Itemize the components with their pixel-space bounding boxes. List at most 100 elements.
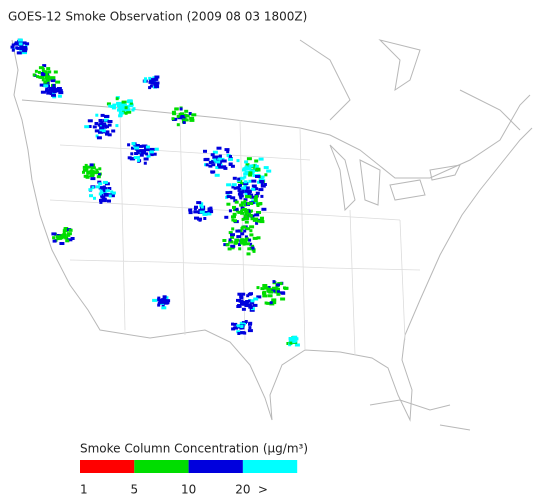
- smoke-pixel: [211, 163, 216, 167]
- smoke-pixel: [245, 191, 251, 195]
- smoke-pixel: [221, 159, 227, 163]
- smoke-pixel: [244, 217, 250, 220]
- smoke-pixel: [242, 190, 246, 194]
- smoke-pixel: [240, 232, 245, 236]
- smoke-pixel: [131, 108, 135, 112]
- smoke-pixel: [133, 156, 137, 160]
- smoke-pixel: [161, 304, 165, 308]
- smoke-pixel: [184, 114, 190, 118]
- smoke-pixel: [93, 171, 98, 175]
- smoke-pixel: [275, 287, 280, 291]
- smoke-pixel: [89, 194, 93, 198]
- smoke-pixel: [248, 179, 252, 183]
- smoke-pixel: [89, 170, 94, 174]
- smoke-pixel: [255, 175, 260, 178]
- smoke-pixel: [238, 194, 244, 198]
- smoke-pixel: [244, 210, 249, 213]
- smoke-pixel: [247, 214, 253, 217]
- smoke-pixel: [230, 235, 235, 239]
- smoke-pixel: [105, 132, 109, 136]
- legend-swatch: [80, 460, 135, 473]
- smoke-pixel: [225, 243, 230, 247]
- smoke-pixel: [224, 148, 230, 152]
- smoke-pixel: [124, 111, 128, 115]
- smoke-pixel: [52, 83, 56, 87]
- smoke-pixel: [236, 298, 241, 302]
- smoke-pixel: [154, 75, 160, 79]
- smoke-pixel: [256, 295, 262, 299]
- smoke-pixel: [243, 331, 247, 335]
- smoke-pixel: [82, 168, 88, 172]
- smoke-pixel: [272, 287, 278, 290]
- smoke-pixel: [247, 247, 252, 251]
- smoke-pixel: [176, 123, 180, 127]
- smoke-pixel: [57, 89, 63, 93]
- smoke-pixel: [144, 148, 150, 152]
- smoke-pixel: [194, 205, 198, 209]
- smoke-layer: [10, 38, 300, 347]
- smoke-pixel: [184, 118, 189, 122]
- smoke-pixel: [262, 284, 268, 287]
- smoke-pixel: [239, 196, 243, 200]
- smoke-pixel: [226, 202, 231, 206]
- smoke-pixel: [131, 146, 136, 150]
- smoke-pixel: [222, 165, 227, 169]
- smoke-pixel: [258, 157, 264, 161]
- smoke-pixel: [106, 102, 111, 106]
- smoke-pixel: [126, 105, 130, 109]
- smoke-pixel: [214, 173, 220, 177]
- smoke-pixel: [182, 121, 186, 124]
- smoke-pixel: [249, 246, 255, 250]
- smoke-pixel: [121, 100, 127, 104]
- smoke-pixel: [252, 164, 256, 168]
- smoke-pixel: [202, 212, 208, 216]
- smoke-pixel: [249, 225, 255, 229]
- smoke-pixel: [136, 155, 141, 159]
- smoke-pixel: [110, 190, 114, 194]
- smoke-pixel: [13, 42, 19, 46]
- smoke-pixel: [24, 44, 28, 48]
- smoke-pixel: [135, 144, 140, 147]
- smoke-pixel: [263, 286, 269, 290]
- smoke-pixel: [244, 192, 248, 196]
- smoke-pixel: [268, 290, 274, 294]
- smoke-pixel: [17, 38, 23, 42]
- smoke-pixel: [103, 187, 107, 191]
- smoke-pixel: [200, 202, 204, 206]
- smoke-pixel: [63, 227, 68, 231]
- smoke-pixel: [251, 199, 257, 203]
- smoke-pixel: [99, 126, 105, 130]
- smoke-pixel: [228, 157, 233, 161]
- smoke-pixel: [159, 300, 165, 304]
- smoke-pixel: [127, 99, 133, 103]
- smoke-pixel: [232, 212, 237, 216]
- smoke-pixel: [205, 163, 209, 167]
- smoke-pixel: [237, 292, 242, 296]
- smoke-pixel: [49, 76, 55, 80]
- smoke-pixel: [100, 113, 105, 117]
- smoke-pixel: [99, 188, 105, 192]
- smoke-pixel: [233, 219, 237, 223]
- smoke-pixel: [227, 247, 232, 251]
- smoke-pixel: [171, 117, 175, 121]
- smoke-pixel: [230, 233, 235, 237]
- smoke-pixel: [267, 286, 271, 289]
- smoke-pixel: [231, 327, 236, 331]
- smoke-pixel: [255, 221, 259, 225]
- smoke-pixel: [179, 107, 183, 111]
- smoke-pixel: [95, 168, 99, 172]
- smoke-pixel: [245, 301, 249, 305]
- smoke-pixel: [10, 45, 15, 49]
- smoke-pixel: [42, 64, 47, 68]
- smoke-pixel: [95, 134, 99, 138]
- smoke-pixel: [229, 190, 233, 194]
- smoke-pixel: [244, 160, 249, 164]
- smoke-pixel: [244, 195, 250, 198]
- smoke-pixel: [244, 186, 250, 190]
- smoke-pixel: [237, 304, 242, 308]
- smoke-pixel: [233, 326, 237, 330]
- smoke-pixel: [252, 249, 256, 253]
- smoke-pixel: [37, 70, 41, 74]
- smoke-pixel: [25, 42, 30, 46]
- smoke-pixel: [85, 167, 89, 171]
